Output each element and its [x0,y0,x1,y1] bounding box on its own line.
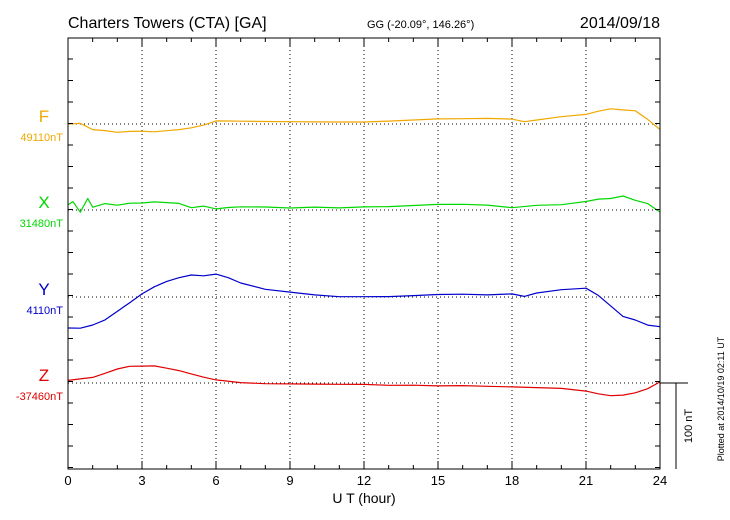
series-name-x: X [38,193,49,212]
baseline-label-z: -37460nT [16,391,63,403]
scale-bar: 100 nT [660,382,695,469]
series-name-f: F [39,107,49,126]
x-tick-label: 24 [653,473,667,488]
scale-bar-label: 100 nT [683,409,695,444]
series-name-y: Y [38,280,49,299]
plot-frame [67,37,661,470]
x-tick-label: 12 [357,473,371,488]
x-tick-label: 15 [431,473,445,488]
series-name-z: Z [39,366,49,385]
chart-title: Charters Towers (CTA) [GA] [68,15,267,32]
x-tick-label: 6 [212,473,219,488]
series-line-y [67,273,661,329]
plotted-note: Plotted at 2014/10/19 02:11 UT [716,336,726,461]
baseline-label-x: 31480nT [20,218,64,230]
chart-subtitle: GG (-20.09°, 146.26°) [367,19,474,31]
x-axis-label: U T (hour) [332,490,395,506]
series-line-x [67,195,661,213]
x-axis: 0 3 6 9 12 15 18 21 24 [64,38,667,488]
x-tick-label: 3 [138,473,145,488]
series-line-f [67,108,661,133]
series-line-z [67,365,661,397]
x-tick-label: 21 [579,473,593,488]
series-labels: F 49110nT X 31480nT Y 4110nT Z -37460nT [16,107,63,403]
series-lines [67,108,661,397]
grid [68,38,660,469]
chart-date: 2014/09/18 [580,15,660,32]
x-tick-label: 0 [64,473,71,488]
x-tick-label: 9 [286,473,293,488]
baseline-label-f: 49110nT [20,132,63,144]
baseline-label-y: 4110nT [27,305,64,317]
x-tick-label: 18 [505,473,519,488]
